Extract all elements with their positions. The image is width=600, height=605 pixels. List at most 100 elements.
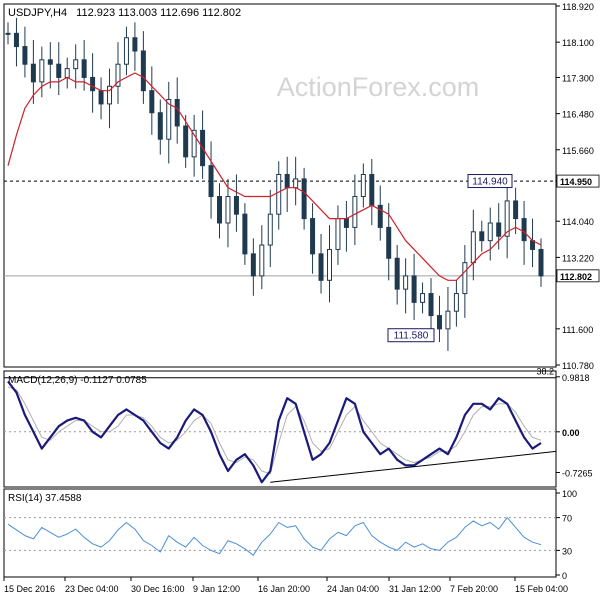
- macd-tick-label: 0.9818: [562, 373, 590, 383]
- candle-body: [47, 59, 53, 65]
- time-tick-label: 16 Jan 20:00: [258, 584, 310, 594]
- annotation-label: 111.580: [394, 331, 429, 342]
- candle-body: [335, 218, 341, 250]
- candle-body: [436, 315, 442, 330]
- fibonacci-label: 38.2: [536, 367, 554, 377]
- annotation-box: [467, 174, 513, 189]
- time-axis: 15 Dec 2016 23 Dec 04:00 30 Dec 16:00 9 Jan…: [3, 577, 568, 594]
- time-tick-label: 7 Feb 20:00: [450, 584, 498, 594]
- time-tick-label: 15 Dec 2016: [4, 584, 55, 594]
- candle-body: [39, 59, 45, 83]
- annotation-box: [387, 328, 435, 343]
- candle-body: [191, 129, 197, 158]
- candle-body: [386, 226, 392, 259]
- candle-body: [420, 293, 426, 303]
- candle-body: [284, 173, 290, 189]
- candle-body: [107, 85, 113, 105]
- candle-body: [217, 196, 223, 224]
- candle-body: [394, 257, 400, 290]
- ohlc-values: 112.923 113.003 112.696 112.802: [76, 7, 241, 19]
- price-tag-label: 112.802: [560, 272, 592, 282]
- macd-panel-frame: [3, 370, 557, 488]
- price-tick-label: 110.780: [562, 361, 594, 371]
- candle-body: [369, 173, 375, 206]
- candle-body: [73, 59, 79, 70]
- candle-body: [301, 178, 307, 220]
- macd-panel: 0.9818 0.00 -0.7265: [4, 373, 593, 484]
- candle-body: [343, 218, 349, 228]
- candle-body: [504, 200, 510, 237]
- price-tick-label: 111.600: [562, 325, 593, 335]
- price-panel-frame: [3, 3, 557, 368]
- candle-body: [487, 222, 493, 242]
- watermark: ActionForex.com: [277, 72, 480, 102]
- price-tick-label: 118.100: [562, 38, 594, 48]
- macd-signal-line: [7, 386, 542, 475]
- candle-body: [30, 63, 36, 83]
- candle-body: [132, 37, 138, 52]
- candle-body: [22, 46, 28, 65]
- candle-body: [149, 90, 155, 114]
- rsi-panel-frame: [3, 488, 557, 578]
- candle-body: [538, 248, 544, 277]
- candle-body: [428, 293, 434, 317]
- rsi-title: RSI(14) 37.4588: [8, 493, 82, 504]
- rsi-tick-label: 100: [562, 489, 577, 499]
- candle-body: [403, 275, 409, 290]
- macd-tick-label: -0.7265: [562, 468, 593, 478]
- candle-body: [377, 204, 383, 228]
- time-tick-label: 15 Feb 04:00: [515, 584, 568, 594]
- symbol-title: USDJPY,H4 112.923 113.003 112.696 112.80…: [8, 7, 241, 19]
- candle-body: [453, 293, 459, 312]
- candle-body: [318, 253, 324, 281]
- moving-average-line: [7, 72, 542, 281]
- candle-body: [445, 310, 451, 330]
- time-tick-label: 23 Dec 04:00: [65, 584, 119, 594]
- candle-body: [267, 213, 273, 246]
- price-tick-label: 118.920: [562, 2, 594, 12]
- price-tick-label: 117.300: [562, 73, 594, 83]
- candle-body: [81, 59, 87, 78]
- candle-body: [13, 32, 19, 48]
- candle-body: [140, 50, 146, 92]
- candle-body: [276, 173, 282, 215]
- macd-tick-label: 0.00: [562, 428, 580, 438]
- candle-body: [479, 231, 485, 242]
- time-tick-label: 9 Jan 12:00: [193, 584, 240, 594]
- candle-body: [293, 178, 299, 189]
- price-tick-label: 113.220: [562, 253, 594, 263]
- candle-body: [115, 63, 121, 87]
- annotation-label: 114.940: [472, 177, 508, 188]
- rsi-line: [7, 517, 542, 556]
- candle-body: [183, 125, 189, 158]
- candle-body: [352, 196, 358, 228]
- candle-body: [462, 262, 468, 295]
- candle-body: [513, 200, 519, 220]
- candle-body: [521, 218, 527, 242]
- price-tick-label: 114.040: [562, 217, 594, 227]
- candle-body: [496, 222, 502, 237]
- candle-body: [250, 253, 256, 277]
- price-tick-label: 115.660: [562, 146, 594, 156]
- time-tick-label: 30 Dec 16:00: [131, 584, 185, 594]
- candle-body: [174, 98, 180, 127]
- rsi-panel: 100 70 30 0: [4, 489, 577, 581]
- candle-body: [64, 68, 70, 78]
- candle-body: [310, 218, 316, 255]
- candle-body: [360, 173, 366, 198]
- time-tick-label: 24 Jan 04:00: [327, 584, 379, 594]
- candle-body: [259, 244, 265, 277]
- macd-title: MACD(12,26,9) -0.1127 0.0785: [8, 375, 147, 386]
- candle-body: [157, 112, 163, 140]
- time-tick-label: 31 Jan 12:00: [389, 584, 441, 594]
- price-tick-label: 116.480: [562, 110, 594, 120]
- macd-line: [7, 380, 542, 484]
- candle-body: [90, 76, 96, 92]
- candle-body: [326, 248, 332, 281]
- candle-body: [411, 275, 417, 303]
- symbol-label: USDJPY,H4: [8, 7, 67, 19]
- macd-trendline: [270, 450, 557, 483]
- candle-body: [233, 196, 239, 215]
